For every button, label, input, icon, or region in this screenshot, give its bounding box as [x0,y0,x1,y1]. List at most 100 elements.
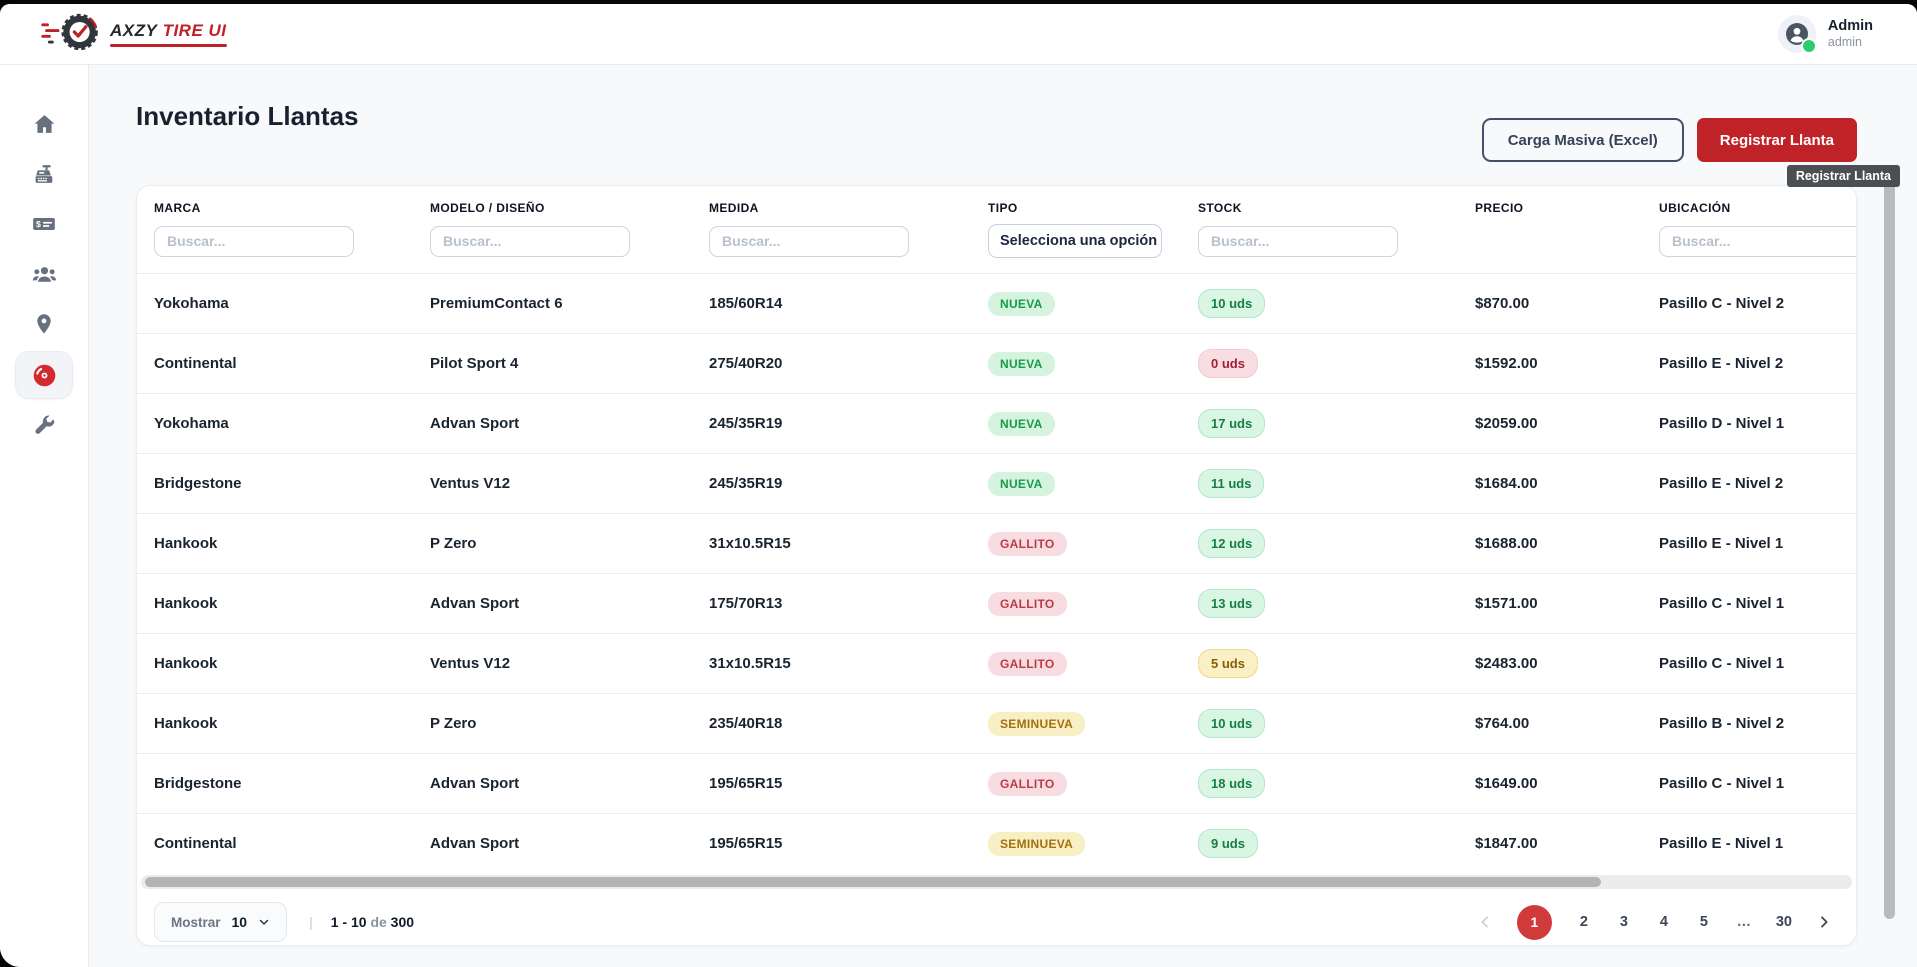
brand-logo[interactable]: AXZY TIRE UI [40,9,227,60]
stock-pill: 5 uds [1198,649,1258,678]
cell-precio: $764.00 [1475,715,1530,732]
table-row[interactable]: Bridgestone Advan Sport 195/65R15 GALLIT… [137,753,1856,813]
cell-stock: 5 uds [1198,649,1475,678]
page-size-value: 10 [231,914,248,930]
tipo-badge: GALLITO [988,531,1067,556]
sidebar-item-billing[interactable]: $ [16,199,72,249]
next-page-button[interactable] [1816,914,1832,930]
range-values: 1 - 10 [330,914,367,930]
page-size-select[interactable]: Mostrar 10 [154,902,288,942]
cell-marca: Hankook [154,655,218,672]
table-body: Yokohama PremiumContact 6 185/60R14 NUEV… [137,273,1856,873]
tipo-badge: NUEVA [988,411,1055,436]
tipo-badge: GALLITO [988,771,1067,796]
table-row[interactable]: Hankook P Zero 235/40R18 SEMINUEVA 10 ud… [137,693,1856,753]
filter-cell-stock [1198,225,1475,257]
page-button[interactable]: 5 [1699,914,1708,930]
cell-tipo: GALLITO [988,771,1198,796]
cell-ubicacion: Pasillo E - Nivel 1 [1659,535,1784,552]
location-pin-icon [37,314,51,334]
register-tire-button[interactable]: Registrar Llanta [1696,118,1857,162]
filter-input-stock[interactable] [1198,225,1398,257]
table-row[interactable]: Continental Pilot Sport 4 275/40R20 NUEV… [137,333,1856,393]
cell-modelo: Pilot Sport 4 [430,355,519,372]
inventory-table-card: MARCA MODELO / DISEÑO MEDIDA TIPO STOCK PRECI… [136,185,1857,946]
cell-precio: $870.00 [1475,295,1530,312]
chevron-left-icon [1481,916,1488,928]
column-header-precio: PRECIO [1475,201,1524,215]
page-button[interactable]: 3 [1619,914,1628,930]
table-row[interactable]: Yokohama PremiumContact 6 185/60R14 NUEV… [137,273,1856,333]
cell-medida: 195/65R15 [709,835,783,852]
cell-precio: $1571.00 [1475,595,1538,612]
filter-select-tipo[interactable]: Selecciona una opción [988,224,1162,258]
cell-stock: 0 uds [1198,349,1475,378]
page-title: Inventario Llantas [136,101,359,131]
filter-input-modelo[interactable] [430,225,630,257]
page-button[interactable]: 2 [1579,914,1588,930]
sidebar-item-tools[interactable] [16,401,72,451]
cell-stock: 10 uds [1198,709,1475,738]
cell-modelo: Ventus V12 [430,655,511,672]
tipo-badge: GALLITO [988,651,1067,676]
cell-medida: 245/35R19 [709,415,783,432]
sidebar-item-locations[interactable] [16,299,72,349]
prev-page-button[interactable] [1477,914,1493,930]
cell-medida: 31x10.5R15 [709,655,791,672]
table-row[interactable]: Hankook Advan Sport 175/70R13 GALLITO 13… [137,573,1856,633]
table-row[interactable]: Continental Advan Sport 195/65R15 SEMINU… [137,813,1856,873]
table-row[interactable]: Yokohama Advan Sport 245/35R19 NUEVA 17 … [137,393,1856,453]
table-row[interactable]: Hankook Ventus V12 31x10.5R15 GALLITO 5 … [137,633,1856,693]
cell-tipo: SEMINUEVA [988,831,1198,856]
column-header-modelo: MODELO / DISEÑO [430,201,545,215]
cell-stock: 18 uds [1198,769,1475,798]
online-status-dot [1800,38,1817,54]
horizontal-scrollbar[interactable] [141,875,1852,889]
filter-input-ubicacion[interactable] [1659,225,1856,257]
stock-pill: 12 uds [1198,529,1266,558]
cell-marca: Bridgestone [154,775,242,792]
page-button-active[interactable]: 1 [1516,904,1552,940]
cell-stock: 17 uds [1198,409,1475,438]
cell-precio: $1592.00 [1475,355,1538,372]
bulk-upload-button[interactable]: Carga Masiva (Excel) [1481,118,1684,162]
cell-modelo: P Zero [430,535,477,552]
filter-input-medida[interactable] [709,225,909,257]
app-window: AXZY TIRE UI Admin admin [0,4,1917,967]
cell-modelo: P Zero [430,715,477,732]
cell-marca: Continental [154,835,237,852]
column-header-medida: MEDIDA [709,201,759,215]
sidebar-item-customers[interactable] [16,249,72,299]
cell-modelo: Ventus V12 [430,475,511,492]
sidebar-item-register[interactable] [16,149,72,199]
cell-precio: $2483.00 [1475,655,1538,672]
cell-modelo: Advan Sport [430,415,520,432]
horizontal-scrollbar-thumb[interactable] [145,877,1601,887]
cell-medida: 185/60R14 [709,295,783,312]
sidebar-item-tires-active[interactable] [15,351,73,399]
cell-ubicacion: Pasillo D - Nivel 1 [1659,415,1785,432]
stock-pill: 10 uds [1198,289,1266,318]
page-button[interactable]: 30 [1775,914,1792,930]
filter-cell-tipo: Selecciona una opción [988,224,1198,258]
cell-medida: 275/40R20 [709,355,783,372]
pagination-pages: 1 2 3 4 5 … 30 [1477,904,1832,940]
vertical-scrollbar-thumb[interactable] [1884,173,1895,919]
sidebar-item-home[interactable] [16,99,72,149]
tipo-badge: GALLITO [988,591,1067,616]
filter-input-marca[interactable] [154,225,354,257]
page-button[interactable]: 4 [1659,914,1668,930]
sidebar: $ [0,65,89,967]
cell-tipo: NUEVA [988,291,1198,316]
cell-medida: 31x10.5R15 [709,535,791,552]
cell-ubicacion: Pasillo C - Nivel 2 [1659,295,1785,312]
table-row[interactable]: Bridgestone Ventus V12 245/35R19 NUEVA 1… [137,453,1856,513]
cell-marca: Bridgestone [154,475,242,492]
cell-medida: 175/70R13 [709,595,783,612]
cell-ubicacion: Pasillo C - Nivel 1 [1659,595,1785,612]
cell-modelo: PremiumContact 6 [430,295,563,312]
user-menu[interactable]: Admin admin [1777,15,1873,54]
user-name: Admin [1827,18,1873,35]
table-row[interactable]: Hankook P Zero 31x10.5R15 GALLITO 12 uds… [137,513,1856,573]
column-header-stock: STOCK [1198,201,1242,215]
